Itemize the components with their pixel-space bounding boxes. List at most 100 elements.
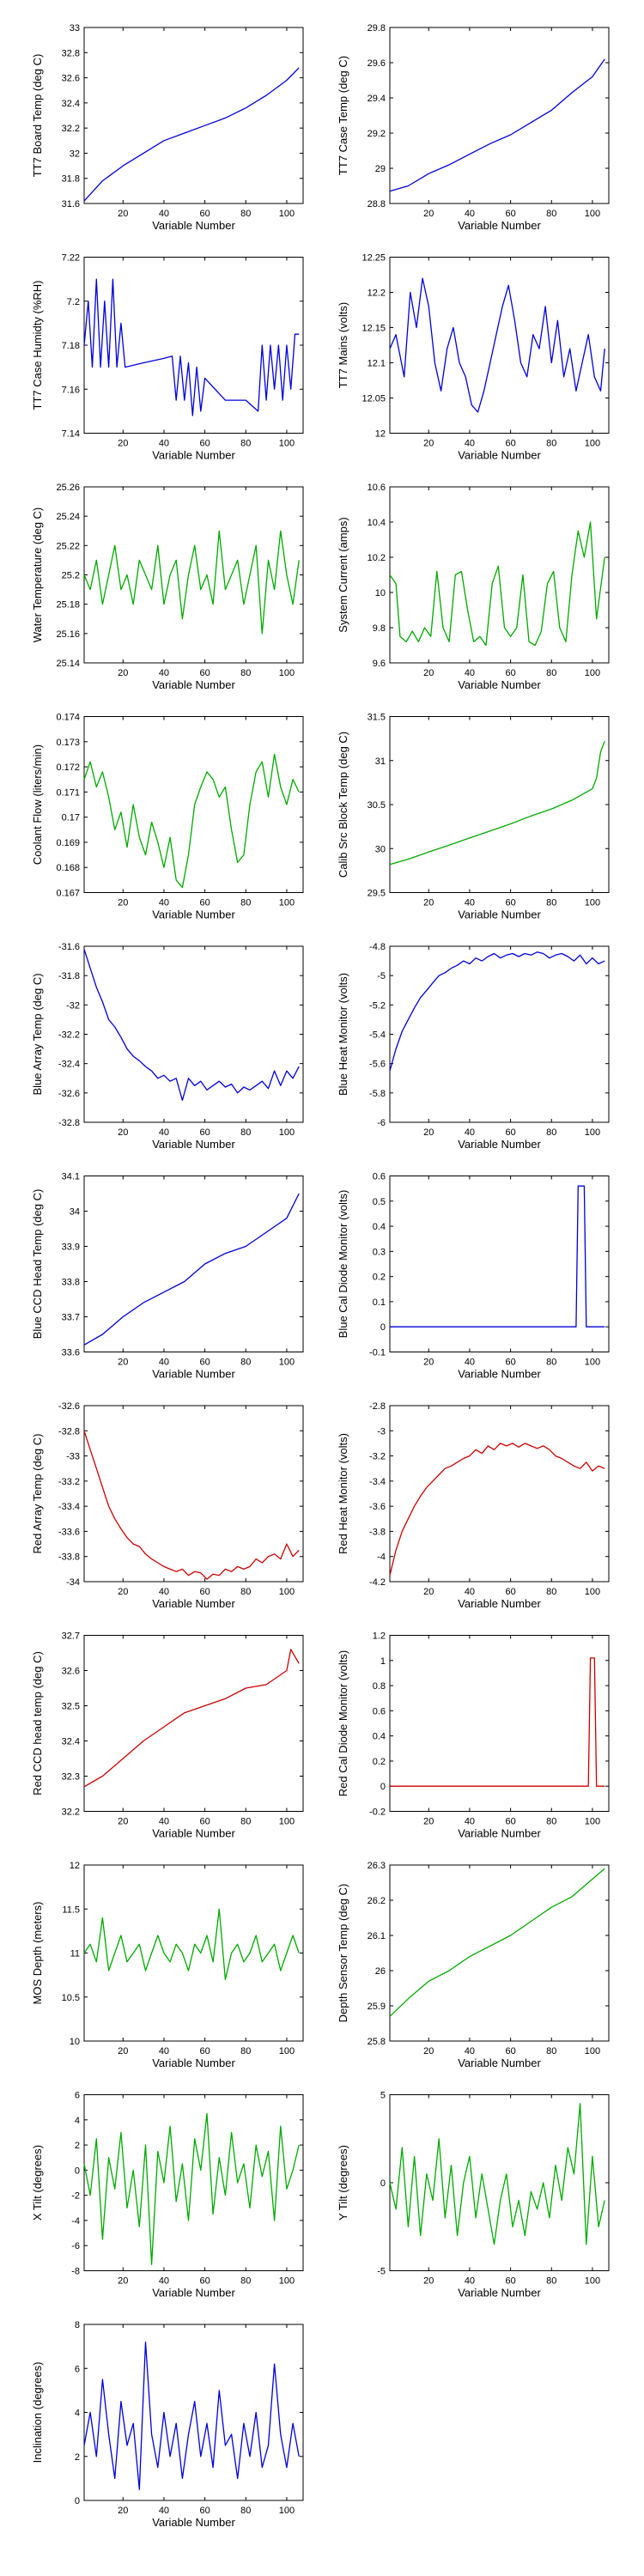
y-tick-label: 0.4 <box>373 1222 386 1232</box>
y-tick-label: 10.2 <box>368 553 386 563</box>
x-axis-label: Variable Number <box>458 2057 541 2069</box>
x-tick-label: 100 <box>585 439 600 449</box>
y-tick-label: -4.2 <box>369 1577 386 1588</box>
x-tick-label: 20 <box>423 2276 434 2287</box>
y-tick-label: 28.8 <box>368 199 386 210</box>
x-tick-label: 60 <box>505 1817 515 1827</box>
x-tick-label: 20 <box>118 1127 128 1138</box>
x-axis-label: Variable Number <box>152 1597 235 1610</box>
chart-panel-12: 20 40 60 80 100 -0.1 0 0.1 0.2 0.3 0.4 0.5 0.6 Variab… <box>337 1172 610 1381</box>
x-axis-label: Variable Number <box>458 908 541 921</box>
plot-frame <box>83 1176 304 1352</box>
x-tick-label: 40 <box>465 1358 475 1368</box>
chart-panel-1: 20 40 60 80 100 31.6 31.8 32 32.2 32.4 32.6 32.8 33 V… <box>31 23 304 232</box>
series-line-1 <box>389 740 605 866</box>
y-tick-label: -5.8 <box>369 1089 386 1099</box>
x-tick-label: 80 <box>546 2276 556 2287</box>
y-tick-label: 12 <box>375 429 386 440</box>
y-tick-label: 31.5 <box>368 713 386 723</box>
x-tick-label: 40 <box>465 898 475 908</box>
y-tick-label: 0.168 <box>56 863 80 873</box>
y-tick-label: -2 <box>71 2191 80 2202</box>
series-line-1 <box>389 951 605 1072</box>
x-tick-label: 20 <box>118 1817 128 1827</box>
x-tick-label: 40 <box>465 668 475 678</box>
y-tick-label: 26.2 <box>368 1896 386 1906</box>
x-tick-label: 60 <box>199 898 210 908</box>
x-tick-label: 80 <box>546 439 556 449</box>
y-tick-label: 1.2 <box>373 1631 386 1642</box>
x-tick-label: 60 <box>505 1587 515 1597</box>
y-tick-label: -3.6 <box>369 1502 386 1512</box>
x-tick-label: 100 <box>585 2046 600 2057</box>
x-axis-label: Variable Number <box>458 678 541 691</box>
y-tick-label: 7.16 <box>62 385 80 395</box>
plot-frame <box>83 1864 304 2042</box>
x-axis-label: Variable Number <box>458 219 541 232</box>
x-tick-label: 100 <box>279 2046 295 2057</box>
y-tick-label: 0.1 <box>373 1297 386 1308</box>
x-tick-label: 60 <box>199 1587 210 1597</box>
y-tick-label: 32.6 <box>62 1667 80 1677</box>
series-line-1 <box>389 521 605 647</box>
y-tick-label: 29.5 <box>368 889 386 899</box>
y-tick-label: 32.2 <box>62 124 80 134</box>
x-tick-label: 80 <box>546 1127 556 1138</box>
x-tick-label: 40 <box>159 439 169 449</box>
x-tick-label: 20 <box>118 898 128 908</box>
y-axis-label: Red Array Temp (deg C) <box>31 1434 44 1554</box>
x-tick-label: 20 <box>118 668 128 678</box>
x-tick-label: 60 <box>505 209 515 219</box>
y-tick-label: 25.2 <box>62 571 80 581</box>
y-tick-label: 0.172 <box>56 762 80 773</box>
y-tick-label: 0 <box>380 2178 386 2189</box>
x-tick-label: 60 <box>505 439 515 449</box>
chart-panel-13: 20 40 60 80 100 -34 -33.8 -33.6 -33.4 -33.2 -33 -32… <box>31 1401 304 1610</box>
y-tick-label: 1 <box>380 1656 386 1667</box>
x-tick-label: 60 <box>199 1358 210 1368</box>
x-tick-label: 100 <box>585 898 600 908</box>
x-tick-label: 40 <box>159 668 169 678</box>
x-tick-label: 80 <box>546 209 556 219</box>
plot-frame <box>389 1635 610 1812</box>
y-tick-label: 34 <box>70 1207 80 1218</box>
y-tick-label: 6 <box>75 2091 80 2101</box>
x-tick-label: 60 <box>199 1127 210 1138</box>
y-axis-label: Inclination (degrees) <box>31 2362 44 2464</box>
y-tick-label: -32.6 <box>58 1401 80 1412</box>
series-line-1 <box>83 278 300 416</box>
plot-frame <box>389 257 610 434</box>
chart-panel-6: 20 40 60 80 100 9.6 9.8 10 10.2 10.4 10.6 Variable … <box>337 483 610 691</box>
plot-frame <box>389 716 610 893</box>
y-tick-label: 10 <box>70 2037 80 2047</box>
series-line-1 <box>390 1657 605 1787</box>
x-tick-label: 80 <box>546 1587 556 1597</box>
y-tick-label: 10.6 <box>368 483 386 493</box>
y-tick-label: 32.2 <box>62 1807 80 1818</box>
y-tick-label: 29.6 <box>368 58 386 69</box>
plot-frame <box>389 1864 610 2042</box>
x-axis-label: Variable Number <box>152 2057 235 2069</box>
x-tick-label: 20 <box>423 209 434 219</box>
y-tick-label: 32.3 <box>62 1772 80 1783</box>
y-tick-label: 26.1 <box>368 1931 386 1941</box>
y-tick-label: -5.2 <box>369 1000 386 1011</box>
y-tick-label: 0.5 <box>373 1197 386 1207</box>
x-tick-label: 80 <box>546 1817 556 1827</box>
y-tick-label: 0.173 <box>56 738 80 748</box>
x-tick-label: 40 <box>465 209 475 219</box>
y-tick-label: 12.2 <box>368 289 386 299</box>
y-tick-label: -32.6 <box>58 1089 80 1099</box>
plot-frame <box>389 1176 610 1352</box>
x-axis-label: Variable Number <box>152 908 235 921</box>
y-tick-label: 7.14 <box>62 429 80 440</box>
x-tick-label: 100 <box>279 2506 295 2516</box>
y-tick-label: 0 <box>380 1782 386 1792</box>
x-tick-label: 40 <box>465 1587 475 1597</box>
x-axis-label: Variable Number <box>152 219 235 232</box>
x-tick-label: 40 <box>159 1127 169 1138</box>
y-tick-label: 0 <box>75 2496 80 2506</box>
chart-panel-11: 20 40 60 80 100 33.6 33.7 33.8 33.9 34 34.1 Variabl… <box>31 1172 304 1381</box>
series-line-1 <box>389 2103 605 2245</box>
y-tick-label: 30 <box>375 844 386 854</box>
